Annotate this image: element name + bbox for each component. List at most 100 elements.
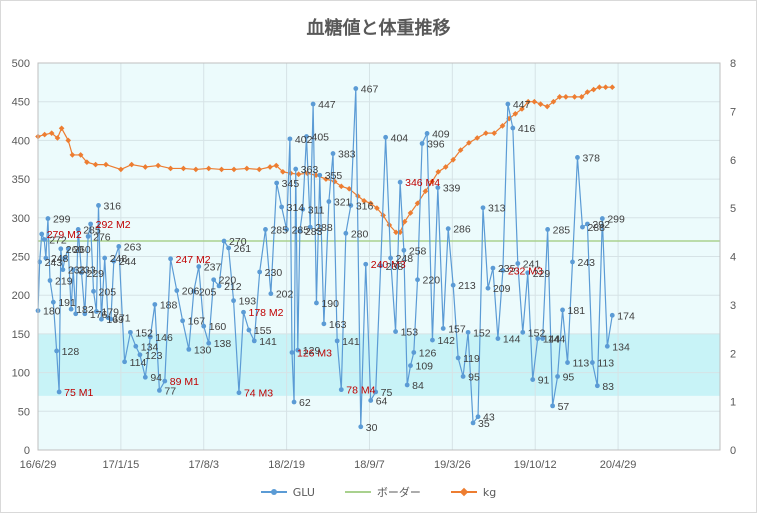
glu-data-label: 130: [194, 344, 212, 356]
kg-point: [525, 98, 531, 105]
glu-point: [358, 424, 364, 430]
glu-data-label: 169: [106, 314, 124, 326]
kg-point: [374, 205, 380, 211]
glu-point: [326, 199, 332, 204]
glu-data-label: 94: [150, 372, 162, 384]
glu-data-label: 248: [110, 253, 128, 265]
glu-point: [397, 179, 403, 185]
glu-point: [62, 255, 68, 261]
glu-line: [37, 88, 613, 427]
glu-point: [307, 224, 313, 230]
glu-point: [388, 255, 394, 261]
y-left-tick-label: 350: [12, 174, 30, 186]
kg-point: [155, 162, 161, 169]
glu-point: [440, 326, 446, 331]
glu-point: [570, 259, 575, 265]
glu-point: [575, 155, 580, 160]
glu-med-label: 346 M4: [405, 177, 440, 189]
glu-data-label: 396: [427, 138, 445, 150]
glu-data-label: 113: [573, 358, 590, 370]
glu-med-label: 78 M4: [346, 385, 375, 397]
glu-data-label: 316: [103, 200, 121, 212]
glu-data-label: 272: [49, 234, 67, 246]
glu-point: [445, 226, 451, 232]
glu-point: [58, 246, 64, 252]
glu-data-label: 299: [607, 214, 625, 226]
glu-point: [241, 309, 246, 315]
glu-data-label: 75: [381, 387, 393, 399]
glu-data-label: 467: [361, 84, 379, 96]
glu-data-label: 288: [315, 222, 333, 234]
kg-point: [338, 183, 345, 190]
glu-data-label: 230: [265, 267, 283, 279]
glu-point: [317, 172, 323, 178]
glu-point: [226, 245, 231, 251]
glu-med-label: 75 M1: [64, 387, 93, 399]
glu-point: [393, 329, 398, 334]
y-left-tick-label: 500: [12, 58, 30, 70]
kg-point: [84, 159, 90, 165]
chart-legend: GLU ボーダー kg: [0, 484, 757, 500]
legend-item-glu: GLU: [260, 484, 315, 500]
glu-data-label: 134: [612, 341, 630, 353]
glu-point: [353, 86, 359, 91]
glu-point: [54, 348, 60, 354]
plot-border: [37, 62, 721, 451]
x-tick-label: 18/2/19: [268, 459, 305, 471]
glu-data-label: 191: [58, 297, 76, 309]
glu-data-label: 409: [432, 128, 450, 140]
kg-point: [218, 166, 225, 173]
glu-data-label: 144: [503, 334, 521, 346]
glu-point: [515, 261, 521, 266]
glu-point: [565, 360, 570, 365]
glu-point: [520, 329, 526, 335]
y-left-tick-label: 200: [12, 290, 30, 302]
kg-point: [544, 103, 551, 110]
glu-point: [525, 270, 531, 276]
glu-data-label: 355: [325, 170, 343, 182]
glu-point: [287, 136, 293, 142]
glu-point: [96, 203, 101, 208]
glu-data-label: 283: [305, 226, 323, 238]
glu-data-label: 153: [401, 327, 419, 339]
glu-data-label: 233: [78, 265, 96, 277]
glu-point: [94, 309, 99, 314]
glu-point: [373, 389, 379, 395]
glu-data-label: 84: [412, 380, 424, 392]
glu-point: [221, 238, 227, 244]
glu-data-label: 57: [558, 401, 570, 413]
glu-data-label: 113: [597, 358, 614, 370]
glu-data-label: 138: [214, 338, 232, 350]
glu-point: [343, 230, 349, 236]
glu-point: [191, 288, 197, 294]
kg-point: [584, 89, 591, 95]
glu-med-label: 178 M2: [249, 307, 284, 319]
glu-point: [560, 307, 565, 313]
glu-data-label: 190: [321, 298, 339, 310]
kg-point: [483, 130, 489, 136]
x-tick-label: 17/1/15: [103, 459, 140, 471]
glu-point: [450, 282, 456, 288]
glu-point: [47, 278, 53, 283]
kg-point: [180, 165, 187, 172]
glu-point: [540, 336, 546, 341]
y-left-tick-label: 150: [12, 329, 30, 341]
glu-point: [435, 185, 441, 191]
y-left-tick-label: 50: [18, 406, 30, 418]
glu-point: [43, 255, 49, 261]
glu-point: [147, 334, 153, 340]
glu-point: [338, 387, 344, 393]
glu-point: [257, 269, 263, 275]
glu-point: [348, 203, 354, 208]
glu-point: [295, 347, 301, 353]
kg-point: [596, 84, 603, 91]
glu-data-label: 237: [204, 262, 222, 274]
glu-data-label: 339: [443, 183, 461, 195]
glu-data-label: 129: [303, 345, 321, 357]
glu-data-label: 248: [396, 253, 414, 265]
glu-point: [411, 350, 417, 355]
glu-data-label: 64: [376, 395, 388, 407]
glu-data-label: 260: [66, 244, 84, 256]
glu-data-label: 174: [617, 310, 635, 322]
kg-point: [422, 188, 429, 195]
